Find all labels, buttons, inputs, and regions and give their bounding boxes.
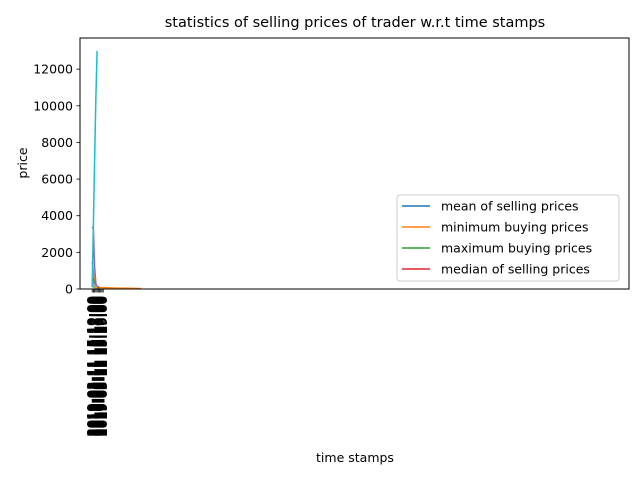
y-tick-label: 8000	[41, 135, 73, 150]
series-lines	[91, 50, 142, 290]
plot-area-frame	[79, 37, 630, 290]
y-tick-label: 10000	[33, 98, 73, 113]
y-axis-label: price	[15, 147, 30, 178]
series-line-9	[91, 283, 98, 289]
x-tick-label: 2019-03-11 15:17:00	[94, 296, 108, 437]
legend-label: maximum buying prices	[441, 241, 592, 256]
x-tick-label: 2019-03-11 15:13:00	[89, 296, 103, 437]
y-tick-label: 12000	[33, 62, 73, 77]
series-line-10	[91, 50, 98, 288]
y-tick-label: 0	[65, 282, 73, 297]
x-axis-label: time stamps	[316, 450, 394, 465]
y-tick-label: 4000	[41, 208, 73, 223]
legend-label: median of selling prices	[441, 262, 590, 277]
chart-title: statistics of selling prices of trader w…	[165, 15, 546, 31]
x-tick-label: 2019-03-11 15:11:00	[86, 296, 100, 437]
x-tick-label: 2019-03-11 15:10:00	[85, 296, 99, 437]
legend-box	[396, 194, 620, 282]
x-tick-label: 2019-03-11 15:18:00	[95, 296, 109, 437]
x-tick-label: 2019-03-11 15:14:00	[90, 296, 104, 437]
x-tick-label: 2019-03-11 15:19:00	[96, 296, 110, 437]
y-tick-label: 2000	[41, 245, 73, 260]
legend-items: mean of selling prices minimum buying pri…	[402, 199, 592, 277]
legend: mean of selling prices minimum buying pri…	[396, 194, 620, 282]
x-tick-label: 2019-03-11 15:12:00	[88, 296, 102, 437]
legend-label: mean of selling prices	[441, 199, 579, 214]
x-tick-label: 2019-03-11 15:15:00	[91, 296, 105, 437]
x-tick-label: 2019-03-11 15:16:00	[93, 296, 107, 437]
y-axis-ticks: 0 2000 4000 6000 8000 10000 12000	[33, 62, 80, 297]
legend-label: minimum buying prices	[441, 220, 588, 235]
y-tick-label: 6000	[41, 172, 73, 187]
